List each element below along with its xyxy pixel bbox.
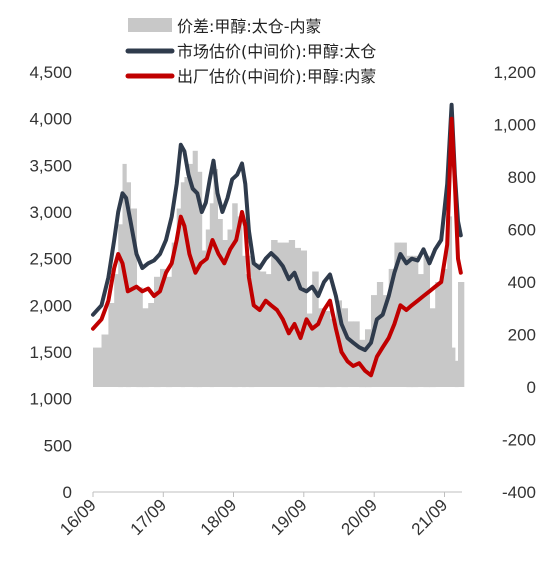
spread-bar (142, 308, 149, 388)
spread-bar (93, 347, 102, 387)
line-layer (91, 102, 463, 378)
spread-bar (282, 242, 290, 387)
left-axis-tick-label: 3,000 (29, 203, 72, 222)
spread-bar (130, 208, 137, 387)
spread-bar (108, 303, 115, 387)
spread-bar (441, 268, 448, 387)
spread-area-layer (93, 150, 465, 388)
spread-bar (271, 240, 278, 387)
x-axis-tick-label: 17/09 (127, 495, 171, 539)
spread-bar (429, 308, 436, 388)
left-axis-tick-label: 1,000 (29, 390, 72, 409)
spread-bar (300, 250, 307, 387)
spread-bar (454, 360, 459, 388)
spread-bar (188, 163, 194, 387)
left-axis-tick-label: 4,500 (29, 63, 72, 82)
spread-bar (148, 303, 155, 387)
spread-bar (237, 216, 243, 387)
neimeng-series-line (91, 116, 463, 378)
left-axis-tick-label: 4,000 (29, 110, 72, 129)
spread-bar (245, 274, 250, 387)
spread-bar (341, 308, 348, 388)
spread-bar (406, 255, 413, 388)
spread-bar (114, 274, 119, 387)
spread-bar (411, 255, 419, 388)
spread-bar (460, 282, 465, 387)
left-axis-tick-label: 0 (63, 483, 72, 502)
right-axis-tick-label: 400 (508, 273, 536, 292)
spread-bar (294, 247, 301, 387)
spread-bar (232, 203, 238, 388)
spread-bar (417, 274, 424, 387)
spread-bar (248, 255, 255, 388)
spread-bar (376, 282, 384, 387)
spread-bar (201, 250, 207, 387)
spread-bar (253, 263, 261, 387)
spread-bar (184, 177, 189, 387)
spread-bar (447, 216, 453, 387)
spread-bar (265, 274, 272, 387)
right-axis-tick-label: -400 (502, 483, 536, 502)
spread-bar (118, 224, 123, 388)
spread-bar (242, 255, 246, 388)
spread-bar (197, 171, 203, 388)
spread-bar (359, 339, 366, 388)
spread-bar (312, 271, 319, 387)
left-axis-tick-label: 2,500 (29, 250, 72, 269)
spread-bar (259, 271, 267, 387)
spread-bar (160, 268, 167, 387)
spread-bar (213, 169, 218, 387)
spread-bar (154, 276, 161, 388)
spread-bar (347, 321, 354, 387)
x-axis-tick-label: 20/09 (338, 495, 382, 539)
legend: 价差:甲醇:太仓-内蒙市场估价(中间价):甲醇:太仓出厂估价(中间价):甲醇:内… (125, 17, 376, 86)
spread-bar (451, 347, 456, 387)
spread-bar (400, 242, 407, 387)
left-axis-tick-label: 2,000 (29, 296, 72, 315)
spread-bar (324, 310, 331, 387)
legend-label-spread: 价差:甲醇:太仓-内蒙 (177, 17, 322, 36)
left-axis-tick-label: 1,500 (29, 343, 72, 362)
spread-bar (353, 321, 360, 387)
legend-label-taicang: 市场估价(中间价):甲醇:太仓 (177, 42, 376, 61)
right-axis-tick-label: 800 (508, 168, 536, 187)
right-axis-tick-label: -200 (502, 431, 536, 450)
right-axis-tick-label: 1,000 (493, 116, 536, 135)
right-axis-tick-label: 0 (527, 378, 536, 397)
spread-bar (205, 229, 211, 387)
spread-bar (166, 276, 173, 388)
right-axis-tick-label: 600 (508, 221, 536, 240)
spread-bar (217, 219, 223, 387)
x-axis-tick-label: 18/09 (197, 495, 241, 539)
left-axis-tick-label: 500 (44, 436, 72, 455)
right-axis-tick-label: 1,200 (493, 63, 536, 82)
spread-bar (171, 242, 178, 387)
x-axis-tick-label: 21/09 (408, 495, 452, 539)
legend-label-neimeng: 出厂估价(中间价):甲醇:内蒙 (177, 67, 376, 86)
spread-bar (318, 308, 325, 388)
spread-bar (136, 287, 143, 388)
spread-bar (209, 203, 214, 388)
spread-bar (306, 313, 313, 387)
spread-bar (176, 208, 182, 387)
left-axis-tick-label: 3,500 (29, 156, 72, 175)
spread-bar (458, 282, 462, 387)
spread-bar (330, 318, 337, 388)
right-axis-tick-label: 200 (508, 326, 536, 345)
spread-bar (435, 282, 442, 387)
spread-bar (288, 240, 296, 387)
taicang-series-line (91, 102, 463, 353)
x-axis-tick-label: 19/09 (267, 495, 311, 539)
spread-bar (101, 334, 109, 387)
spread-bar (365, 329, 372, 388)
spread-bar (180, 182, 185, 388)
spread-bar (227, 229, 233, 387)
spread-bar (222, 240, 229, 387)
legend-swatch-spread (128, 18, 172, 32)
spread-bar (371, 295, 378, 387)
spread-bar (423, 255, 430, 388)
